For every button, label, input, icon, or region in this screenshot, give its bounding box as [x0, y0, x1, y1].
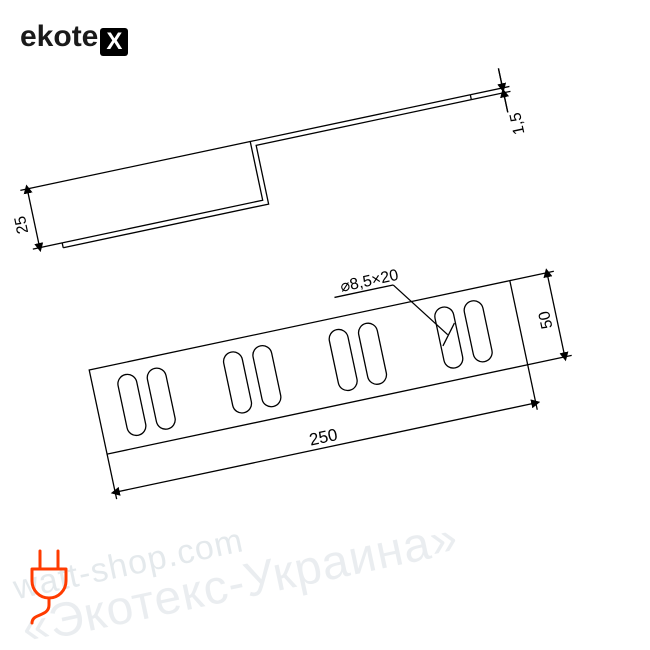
dim-step-label: 25 — [12, 214, 32, 235]
dim-height-label: 50 — [536, 309, 556, 330]
dim-thickness-label: 1,5 — [507, 111, 528, 136]
profile-view — [50, 95, 484, 248]
plate-view — [89, 281, 527, 455]
dim-thickness: 1,5 — [466, 65, 528, 143]
plug-icon — [20, 547, 78, 630]
dim-length: 250 — [107, 365, 537, 499]
dim-step: 25 — [7, 142, 263, 252]
technical-drawing: 25 1,5 — [0, 0, 650, 650]
dim-height: 50 — [510, 271, 572, 364]
svg-text:⌀8,5×20: ⌀8,5×20 — [339, 267, 400, 296]
dim-slot-label: 8,5×20 — [348, 267, 400, 294]
